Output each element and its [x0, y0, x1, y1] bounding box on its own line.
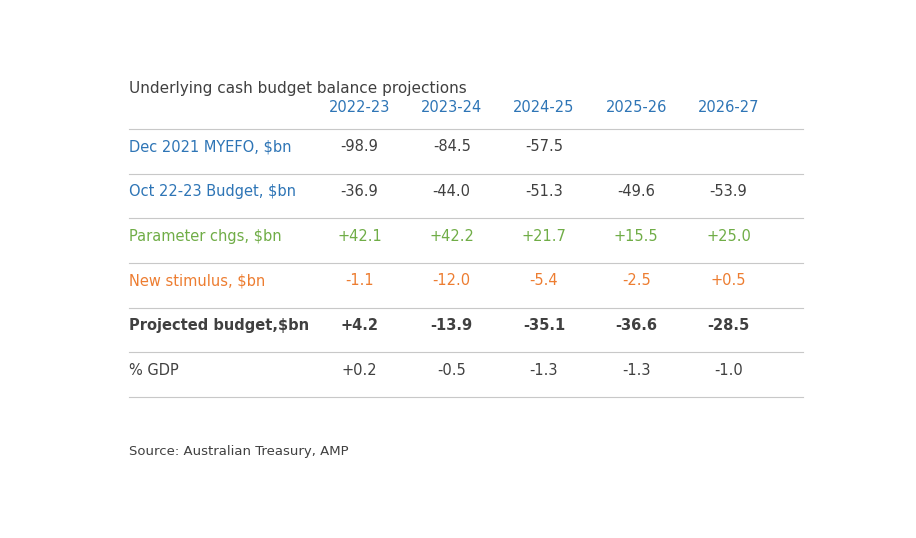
Text: -44.0: -44.0	[432, 184, 471, 199]
Text: 2022-23: 2022-23	[329, 100, 390, 115]
Text: Underlying cash budget balance projections: Underlying cash budget balance projectio…	[128, 81, 466, 96]
Text: +42.2: +42.2	[430, 229, 474, 244]
Text: Oct 22-23 Budget, $bn: Oct 22-23 Budget, $bn	[128, 184, 296, 199]
Text: -1.3: -1.3	[529, 363, 558, 378]
Text: 2024-25: 2024-25	[513, 100, 574, 115]
Text: -98.9: -98.9	[341, 139, 378, 154]
Text: -51.3: -51.3	[525, 184, 562, 199]
Text: -1.1: -1.1	[345, 273, 374, 288]
Text: -12.0: -12.0	[432, 273, 471, 288]
Text: +42.1: +42.1	[337, 229, 382, 244]
Text: 2025-26: 2025-26	[605, 100, 667, 115]
Text: New stimulus, $bn: New stimulus, $bn	[128, 273, 265, 288]
Text: Projected budget,$bn: Projected budget,$bn	[128, 318, 309, 333]
Text: -35.1: -35.1	[523, 318, 565, 333]
Text: Dec 2021 MYEFO, $bn: Dec 2021 MYEFO, $bn	[128, 139, 291, 154]
Text: -5.4: -5.4	[529, 273, 558, 288]
Text: -1.3: -1.3	[622, 363, 650, 378]
Text: +15.5: +15.5	[614, 229, 659, 244]
Text: -84.5: -84.5	[432, 139, 471, 154]
Text: -57.5: -57.5	[525, 139, 563, 154]
Text: Source: Australian Treasury, AMP: Source: Australian Treasury, AMP	[128, 445, 348, 458]
Text: -49.6: -49.6	[617, 184, 655, 199]
Text: -1.0: -1.0	[714, 363, 743, 378]
Text: +25.0: +25.0	[706, 229, 751, 244]
Text: -2.5: -2.5	[622, 273, 650, 288]
Text: +21.7: +21.7	[521, 229, 566, 244]
Text: -13.9: -13.9	[431, 318, 473, 333]
Text: 2026-27: 2026-27	[698, 100, 759, 115]
Text: Parameter chgs, $bn: Parameter chgs, $bn	[128, 229, 281, 244]
Text: -36.6: -36.6	[616, 318, 658, 333]
Text: +0.2: +0.2	[342, 363, 377, 378]
Text: -28.5: -28.5	[707, 318, 749, 333]
Text: % GDP: % GDP	[128, 363, 179, 378]
Text: +4.2: +4.2	[341, 318, 378, 333]
Text: -36.9: -36.9	[341, 184, 378, 199]
Text: -53.9: -53.9	[710, 184, 747, 199]
Text: +0.5: +0.5	[711, 273, 747, 288]
Text: -0.5: -0.5	[437, 363, 466, 378]
Text: 2023-24: 2023-24	[421, 100, 483, 115]
